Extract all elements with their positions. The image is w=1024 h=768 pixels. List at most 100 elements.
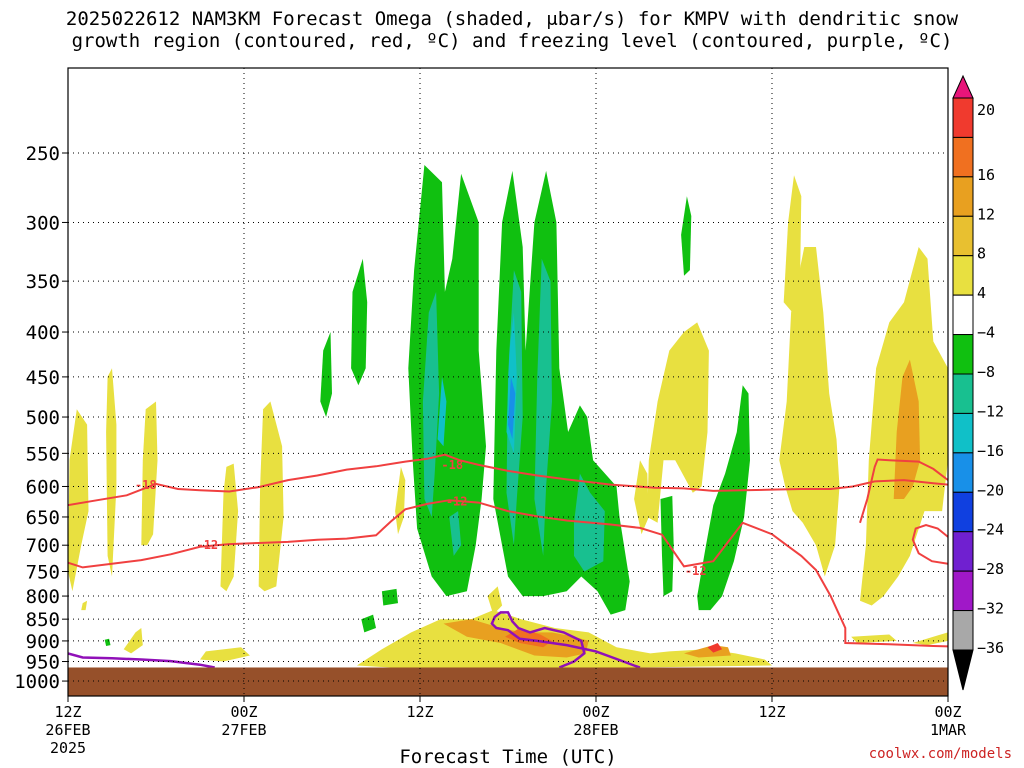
omega-shaded-region (487, 586, 503, 615)
omega-shaded-region (408, 165, 486, 597)
isotherm-contour (911, 524, 948, 565)
colorbar-swatch (952, 373, 974, 414)
colorbar-label: 20 (977, 101, 995, 119)
colorbar-label: −32 (977, 600, 1004, 618)
x-tick-label: 12Z (54, 703, 81, 721)
x-tick-year-label: 2025 (50, 739, 86, 757)
omega-shaded-region (660, 495, 674, 597)
colorbar-swatch (952, 176, 974, 217)
colorbar-label: 4 (977, 284, 986, 302)
y-tick-label: 450 (26, 367, 60, 389)
isotherm-contour (68, 453, 948, 507)
x-tick-label: 12Z (758, 703, 785, 721)
colorbar-label: 16 (977, 166, 995, 184)
omega-shaded-region (697, 385, 750, 611)
y-tick-label: 550 (26, 443, 60, 465)
x-tick-date-label: 27FEB (221, 721, 266, 739)
omega-shaded-region (681, 196, 692, 276)
x-axis-label: Forecast Time (UTC) (399, 746, 616, 768)
colorbar-label: −16 (977, 442, 1004, 460)
omega-shaded-region (258, 401, 284, 592)
colorbar-label: −20 (977, 481, 1004, 499)
y-tick-label: 600 (26, 476, 60, 498)
x-tick-date-label: 1MAR (930, 721, 967, 739)
colorbar-top-arrow (952, 74, 974, 99)
x-tick-label: 12Z (406, 703, 433, 721)
y-tick-label: 950 (26, 652, 60, 674)
colorbar-bottom-arrow (952, 649, 974, 691)
omega-shaded-region (351, 258, 368, 386)
omega-shaded-region (647, 322, 709, 523)
plot-border (67, 67, 949, 697)
y-tick-label: 800 (26, 586, 60, 608)
omega-shaded-region (361, 614, 376, 633)
omega-shaded-region (200, 647, 250, 662)
omega-shaded-region (106, 368, 117, 577)
freezing-level-contour (490, 611, 641, 669)
colorbar: 20 16 12 8 4 −4 −8 −12 −16 −20 −24 −28 −32 −36 (952, 74, 1004, 691)
colorbar-swatch (952, 531, 974, 572)
colorbar-label: −4 (977, 324, 995, 342)
colorbar-swatch (952, 97, 974, 138)
isotherm-label: -12 (196, 538, 218, 552)
colorbar-label: 12 (977, 205, 995, 223)
colorbar-swatch (952, 136, 974, 178)
y-tick-label: 850 (26, 609, 60, 631)
omega-shaded-region (81, 600, 88, 611)
x-tick-date-label: 28FEB (573, 721, 618, 739)
y-tick-label: 400 (26, 322, 60, 344)
y-tick-label: 250 (26, 143, 60, 165)
isotherm-label: -12 (685, 564, 707, 578)
colorbar-swatch (952, 491, 974, 533)
plot-clip-group: -18 -18 -12 -12 -12 (68, 165, 948, 696)
y-tick-label: 650 (26, 507, 60, 529)
isotherm-label: -18 (441, 458, 463, 472)
isotherm-label: -18 (135, 478, 157, 492)
freezing-level-contour (68, 652, 215, 669)
omega-shaded-region (437, 376, 447, 447)
omega-shaded-region (783, 175, 802, 313)
omega-shaded-region (68, 409, 89, 592)
isotherm-label: -12 (446, 494, 468, 508)
omega-shaded-region (779, 247, 840, 577)
x-tick-label: 00Z (934, 703, 961, 721)
x-tick-label: 00Z (582, 703, 609, 721)
colorbar-swatch (952, 412, 974, 454)
omega-shaded-region (104, 638, 111, 646)
y-tick-label: 750 (26, 561, 60, 583)
omega-shaded-region (893, 359, 921, 499)
colorbar-label: −12 (977, 402, 1004, 420)
omega-shaded-region (395, 466, 406, 535)
omega-shaded-region (634, 460, 649, 535)
plot-area: -18 -18 -12 -12 -12 250 300 350 400 450 500 550 600 6… (14, 67, 967, 768)
omega-shaded-region (381, 588, 398, 606)
chart-title-line-2: growth region (contoured, red, ºC) and f… (71, 30, 953, 52)
colorbar-swatch (952, 215, 974, 257)
omega-shaded-region (851, 634, 897, 643)
omega-shaded-region (422, 291, 440, 517)
credit-label: coolwx.com/models (868, 746, 1012, 762)
x-tick-label: 00Z (230, 703, 257, 721)
y-tick-label: 700 (26, 535, 60, 557)
colorbar-swatch (952, 334, 974, 375)
colorbar-label: −36 (977, 639, 1004, 657)
omega-shaded-region (320, 332, 332, 417)
omega-shaded-region (508, 376, 516, 440)
omega-shaded-region (707, 643, 723, 653)
colorbar-swatch (952, 255, 974, 296)
isotherm-contour (859, 458, 948, 524)
y-tick-label: 1000 (14, 671, 60, 693)
x-tick-date-label: 26FEB (45, 721, 90, 739)
y-tick-label: 500 (26, 407, 60, 429)
colorbar-label: −8 (977, 363, 995, 381)
omega-shaded-region (912, 632, 948, 646)
colorbar-swatch (952, 570, 974, 612)
isotherm-contour (68, 499, 948, 648)
colorbar-label: −28 (977, 560, 1004, 578)
omega-shaded-region (220, 463, 239, 592)
colorbar-label: 8 (977, 245, 986, 263)
chart-title-line-1: 2025022612 NAM3KM Forecast Omega (shaded… (65, 8, 959, 30)
omega-shaded-region (534, 258, 552, 556)
colorbar-swatch (952, 610, 974, 651)
